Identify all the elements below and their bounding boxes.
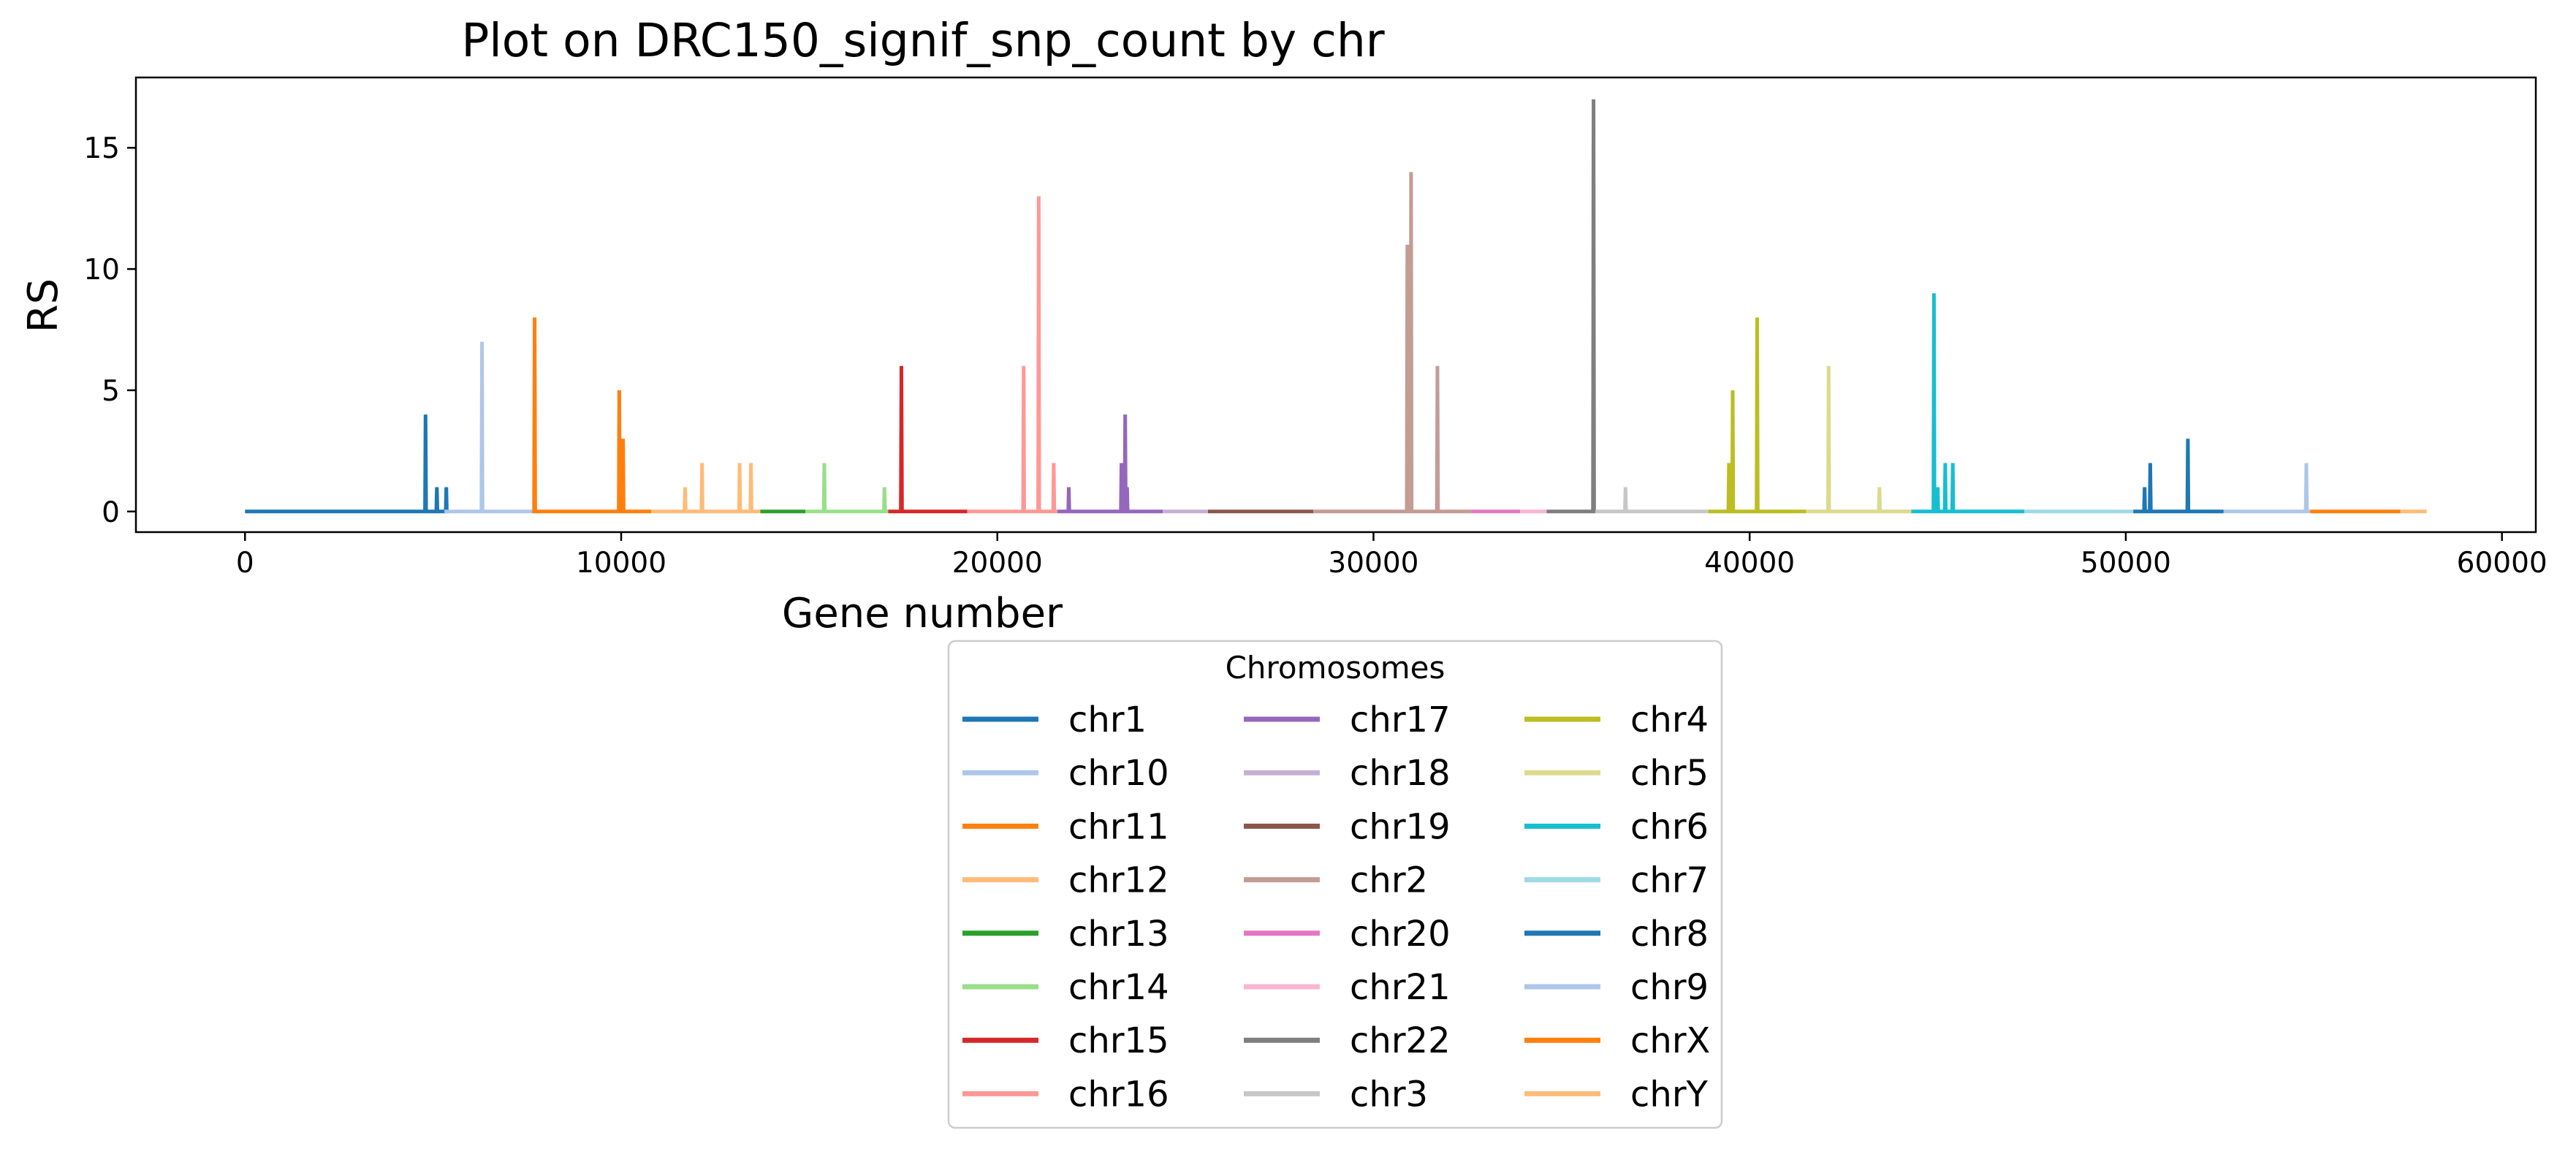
- chart-title: Plot on DRC150_signif_snp_count by chr: [461, 14, 1384, 67]
- series-line-chr16: [967, 196, 1058, 514]
- y-axis-label: RS: [20, 278, 67, 333]
- legend: Chromosomes chr1chr10chr11chr12chr13chr1…: [947, 640, 1723, 1129]
- series-line-chr12: [651, 463, 761, 514]
- legend-label-chr17: chr17: [1350, 699, 1451, 740]
- legend-label-chr14: chr14: [1068, 967, 1169, 1008]
- y-tick-label: 10: [83, 254, 120, 287]
- legend-label-chr10: chr10: [1068, 753, 1169, 794]
- x-tick-label: 60000: [2457, 547, 2547, 580]
- series-line-chr10: [444, 341, 535, 514]
- series-line-chr17: [1057, 414, 1163, 514]
- legend-label-chr12: chr12: [1068, 860, 1169, 901]
- legend-label-chr6: chr6: [1630, 806, 1709, 847]
- legend-label-chr18: chr18: [1350, 753, 1451, 794]
- series-line-chr4: [1708, 317, 1806, 514]
- legend-label-chr2: chr2: [1350, 860, 1428, 901]
- series-line-chr11: [532, 317, 652, 514]
- legend-label-chr3: chr3: [1350, 1074, 1428, 1115]
- legend-label-chr20: chr20: [1350, 914, 1451, 955]
- legend-label-chr22: chr22: [1350, 1020, 1451, 1061]
- x-tick-label: 30000: [1328, 547, 1418, 580]
- legend-label-chr11: chr11: [1068, 806, 1169, 847]
- x-tick-label: 40000: [1704, 547, 1795, 580]
- x-tick-label: 10000: [576, 547, 666, 580]
- x-tick-label: 20000: [952, 547, 1043, 580]
- legend-label-chrY: chrY: [1630, 1074, 1709, 1115]
- legend-box: [947, 640, 1723, 1129]
- legend-items: chr1 chr10 chr11 chr12 chr13 chr14 chr15 chr16 c…: [962, 699, 1710, 1115]
- x-tick-label: 0: [236, 547, 254, 580]
- legend-label-chr4: chr4: [1630, 699, 1709, 740]
- y-tick-label: 5: [102, 375, 120, 408]
- legend-label-chr16: chr16: [1068, 1074, 1169, 1115]
- x-tick-label: 50000: [2081, 547, 2171, 580]
- y-tick-label: 15: [83, 132, 120, 165]
- legend-title: Chromosomes: [1226, 650, 1445, 686]
- legend-label-chr21: chr21: [1350, 967, 1451, 1008]
- series-line-chr9: [2223, 463, 2311, 514]
- series-line-chr8: [2133, 439, 2224, 514]
- legend-label-chr8: chr8: [1630, 914, 1709, 955]
- series-line-chr6: [1911, 293, 2024, 514]
- plot-frame: [134, 76, 2537, 534]
- series-line-chr1: [245, 414, 449, 514]
- legend-label-chrX: chrX: [1630, 1020, 1710, 1061]
- x-axis: 0 10000 20000 30000 40000 50000 60000: [236, 532, 2547, 580]
- series-line-chr3: [1595, 487, 1709, 514]
- series-line-chr2: [1313, 172, 1472, 514]
- plot-lines: [245, 99, 2427, 514]
- series-line-chr15: [888, 365, 968, 514]
- legend-label-chr15: chr15: [1068, 1020, 1169, 1061]
- legend-label-chr7: chr7: [1630, 860, 1709, 901]
- y-tick-label: 0: [102, 496, 120, 529]
- x-axis-label: Gene number: [782, 590, 1063, 637]
- y-axis: 0 5 10 15: [83, 132, 136, 529]
- series-line-chr22: [1546, 99, 1596, 514]
- series-line-chr14: [805, 463, 889, 514]
- legend-label-chr19: chr19: [1350, 806, 1451, 847]
- legend-label-chr9: chr9: [1630, 967, 1709, 1008]
- series-line-chr5: [1806, 365, 1912, 514]
- legend-label-chr1: chr1: [1068, 699, 1147, 740]
- legend-label-chr5: chr5: [1630, 753, 1709, 794]
- legend-label-chr13: chr13: [1068, 914, 1169, 955]
